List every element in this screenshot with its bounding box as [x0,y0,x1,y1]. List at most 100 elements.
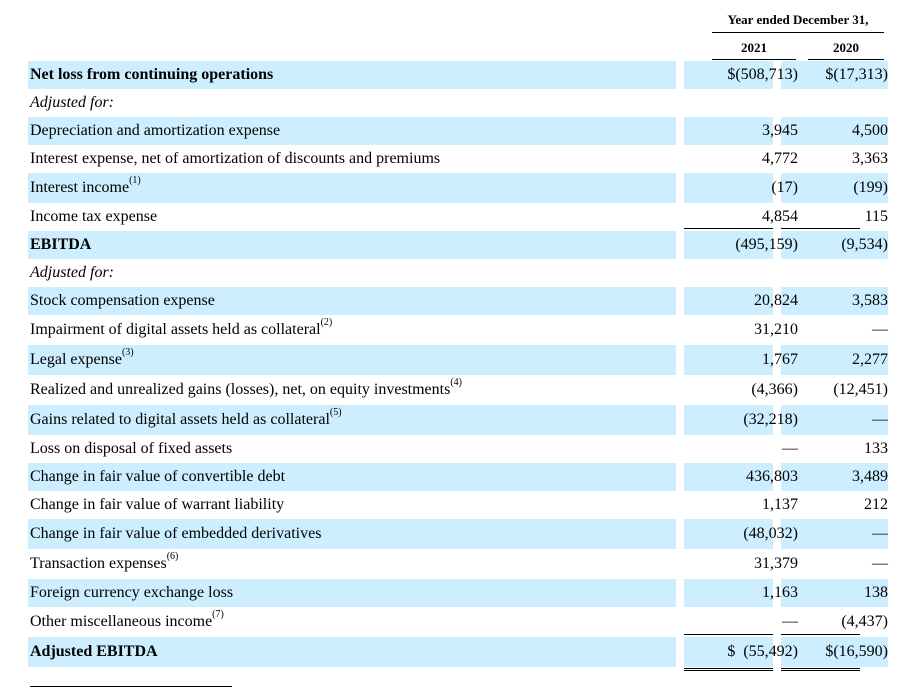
row-label: Gains related to digital assets held as … [30,405,342,435]
table-row: Stock compensation expense 20,824 3,583 [28,287,888,315]
value-2020: 3,583 [852,292,888,309]
table-row: Adjusted EBITDA $ (55,492) $(16,590) [28,637,888,671]
row-label: Net loss from continuing operations [30,61,273,89]
row-label-text: Change in fair value of embedded derivat… [30,525,322,542]
row-label: Adjusted for: [30,89,114,117]
table-row: Change in fair value of warrant liabilit… [28,491,888,519]
header-year-rule-2020 [808,59,884,60]
row-label-text: Net loss from continuing operations [30,66,274,83]
value-2021: 1,137 [762,496,798,513]
row-label: Other miscellaneous income(7) [30,607,224,637]
row-label-text: Other miscellaneous income [30,613,213,630]
row-label-text: Adjusted for: [30,94,114,111]
column-gap [773,637,781,667]
row-label: Transaction expenses(6) [30,549,178,579]
row-label-text: Realized and unrealized gains (losses), … [30,381,451,398]
table-row: Net loss from continuing operations $(508… [28,61,888,89]
table-row: Adjusted for: [28,89,888,117]
subtotal-rule [781,228,860,229]
row-label-text: Change in fair value of warrant liabilit… [30,496,285,513]
table-row: Interest expense, net of amortization of… [28,145,888,173]
header-year-2021: 2021 [741,40,767,55]
table-row: Interest income(1) (17) (199) [28,173,888,203]
row-label-text: Impairment of digital assets held as col… [30,321,321,338]
row-label: Stock compensation expense [30,287,215,315]
value-2020: — [872,555,888,572]
subtotal-rule [684,634,773,635]
table-row: Foreign currency exchange loss 1,163 138 [28,579,888,607]
value-2021: — [782,613,798,630]
row-label-text: Change in fair value of convertible debt [30,468,286,485]
value-2020: $(17,313) [825,66,888,83]
footnote-marker: (1) [129,175,141,186]
value-2021: 31,379 [754,555,798,572]
row-label-text: Foreign currency exchange loss [30,584,234,601]
column-gap [676,117,684,145]
value-2020: (12,451) [833,381,888,398]
value-2020: 3,363 [852,150,888,167]
row-label: Change in fair value of warrant liabilit… [30,491,284,519]
column-gap [676,405,684,435]
column-gap [676,637,684,667]
value-2020: 3,489 [852,468,888,485]
footnote-marker: (5) [329,407,342,418]
value-2020: 212 [864,496,888,513]
column-gap [676,231,684,259]
column-gap [773,463,781,491]
table-row: Depreciation and amortization expense 3,9… [28,117,888,145]
value-2021: 4,854 [762,208,798,225]
row-label: Interest income(1) [30,173,141,203]
row-label-text: Income tax expense [30,208,158,225]
column-gap [676,345,684,375]
value-2021: (495,159) [735,236,798,253]
value-2020: — [872,525,888,542]
subtotal-rule [684,228,773,229]
table-row: Change in fair value of embedded derivat… [28,519,888,549]
table-row: Adjusted for: [28,259,888,287]
value-2021: $ (55,492) [727,643,798,660]
table-row: Loss on disposal of fixed assets — 133 [28,435,888,463]
table-row: Legal expense(3) 1,767 2,277 [28,345,888,375]
table-row: EBITDA (495,159) (9,534) [28,231,888,259]
row-label: Depreciation and amortization expense [30,117,280,145]
column-gap [773,345,781,375]
subtotal-rule [781,634,860,635]
value-2021: 3,945 [762,122,798,139]
value-2020: — [872,411,888,428]
footnote-marker: (6) [166,551,179,562]
row-label-text: Stock compensation expense [30,292,215,309]
value-2021: 1,163 [762,584,798,601]
total-double-rule [781,668,860,671]
column-gap [773,117,781,145]
value-2020: $(16,590) [825,643,888,660]
value-2021: (4,366) [751,381,798,398]
value-2021: (32,218) [743,411,798,428]
footnote-marker: (4) [450,377,462,388]
value-2020: 4,500 [852,122,888,139]
column-gap [773,173,781,203]
value-2020: 138 [864,584,888,601]
row-label-text: EBITDA [30,236,92,253]
value-2021: 1,767 [762,351,798,368]
row-label: Change in fair value of embedded derivat… [30,519,321,549]
column-gap [773,287,781,315]
column-gap [773,405,781,435]
column-gap [773,231,781,259]
footnote-marker: (2) [320,317,333,328]
value-2020: (9,534) [841,236,888,253]
row-label-text: Adjusted for: [30,264,114,281]
row-label-text: Interest expense, net of amortization of… [30,150,441,167]
footnote-rule [30,686,232,687]
total-double-rule [684,668,773,671]
row-label: Income tax expense [30,203,157,231]
value-2021: (48,032) [743,525,798,542]
value-2021: 4,772 [762,150,798,167]
footnote-marker: (3) [121,347,134,358]
row-label-text: Adjusted EBITDA [30,643,158,660]
value-2021: 20,824 [754,292,798,309]
column-gap [773,519,781,549]
table-row: Transaction expenses(6) 31,379 — [28,549,888,579]
column-gap [676,287,684,315]
footnote-marker: (7) [212,609,224,620]
row-label: Adjusted EBITDA [30,637,158,667]
